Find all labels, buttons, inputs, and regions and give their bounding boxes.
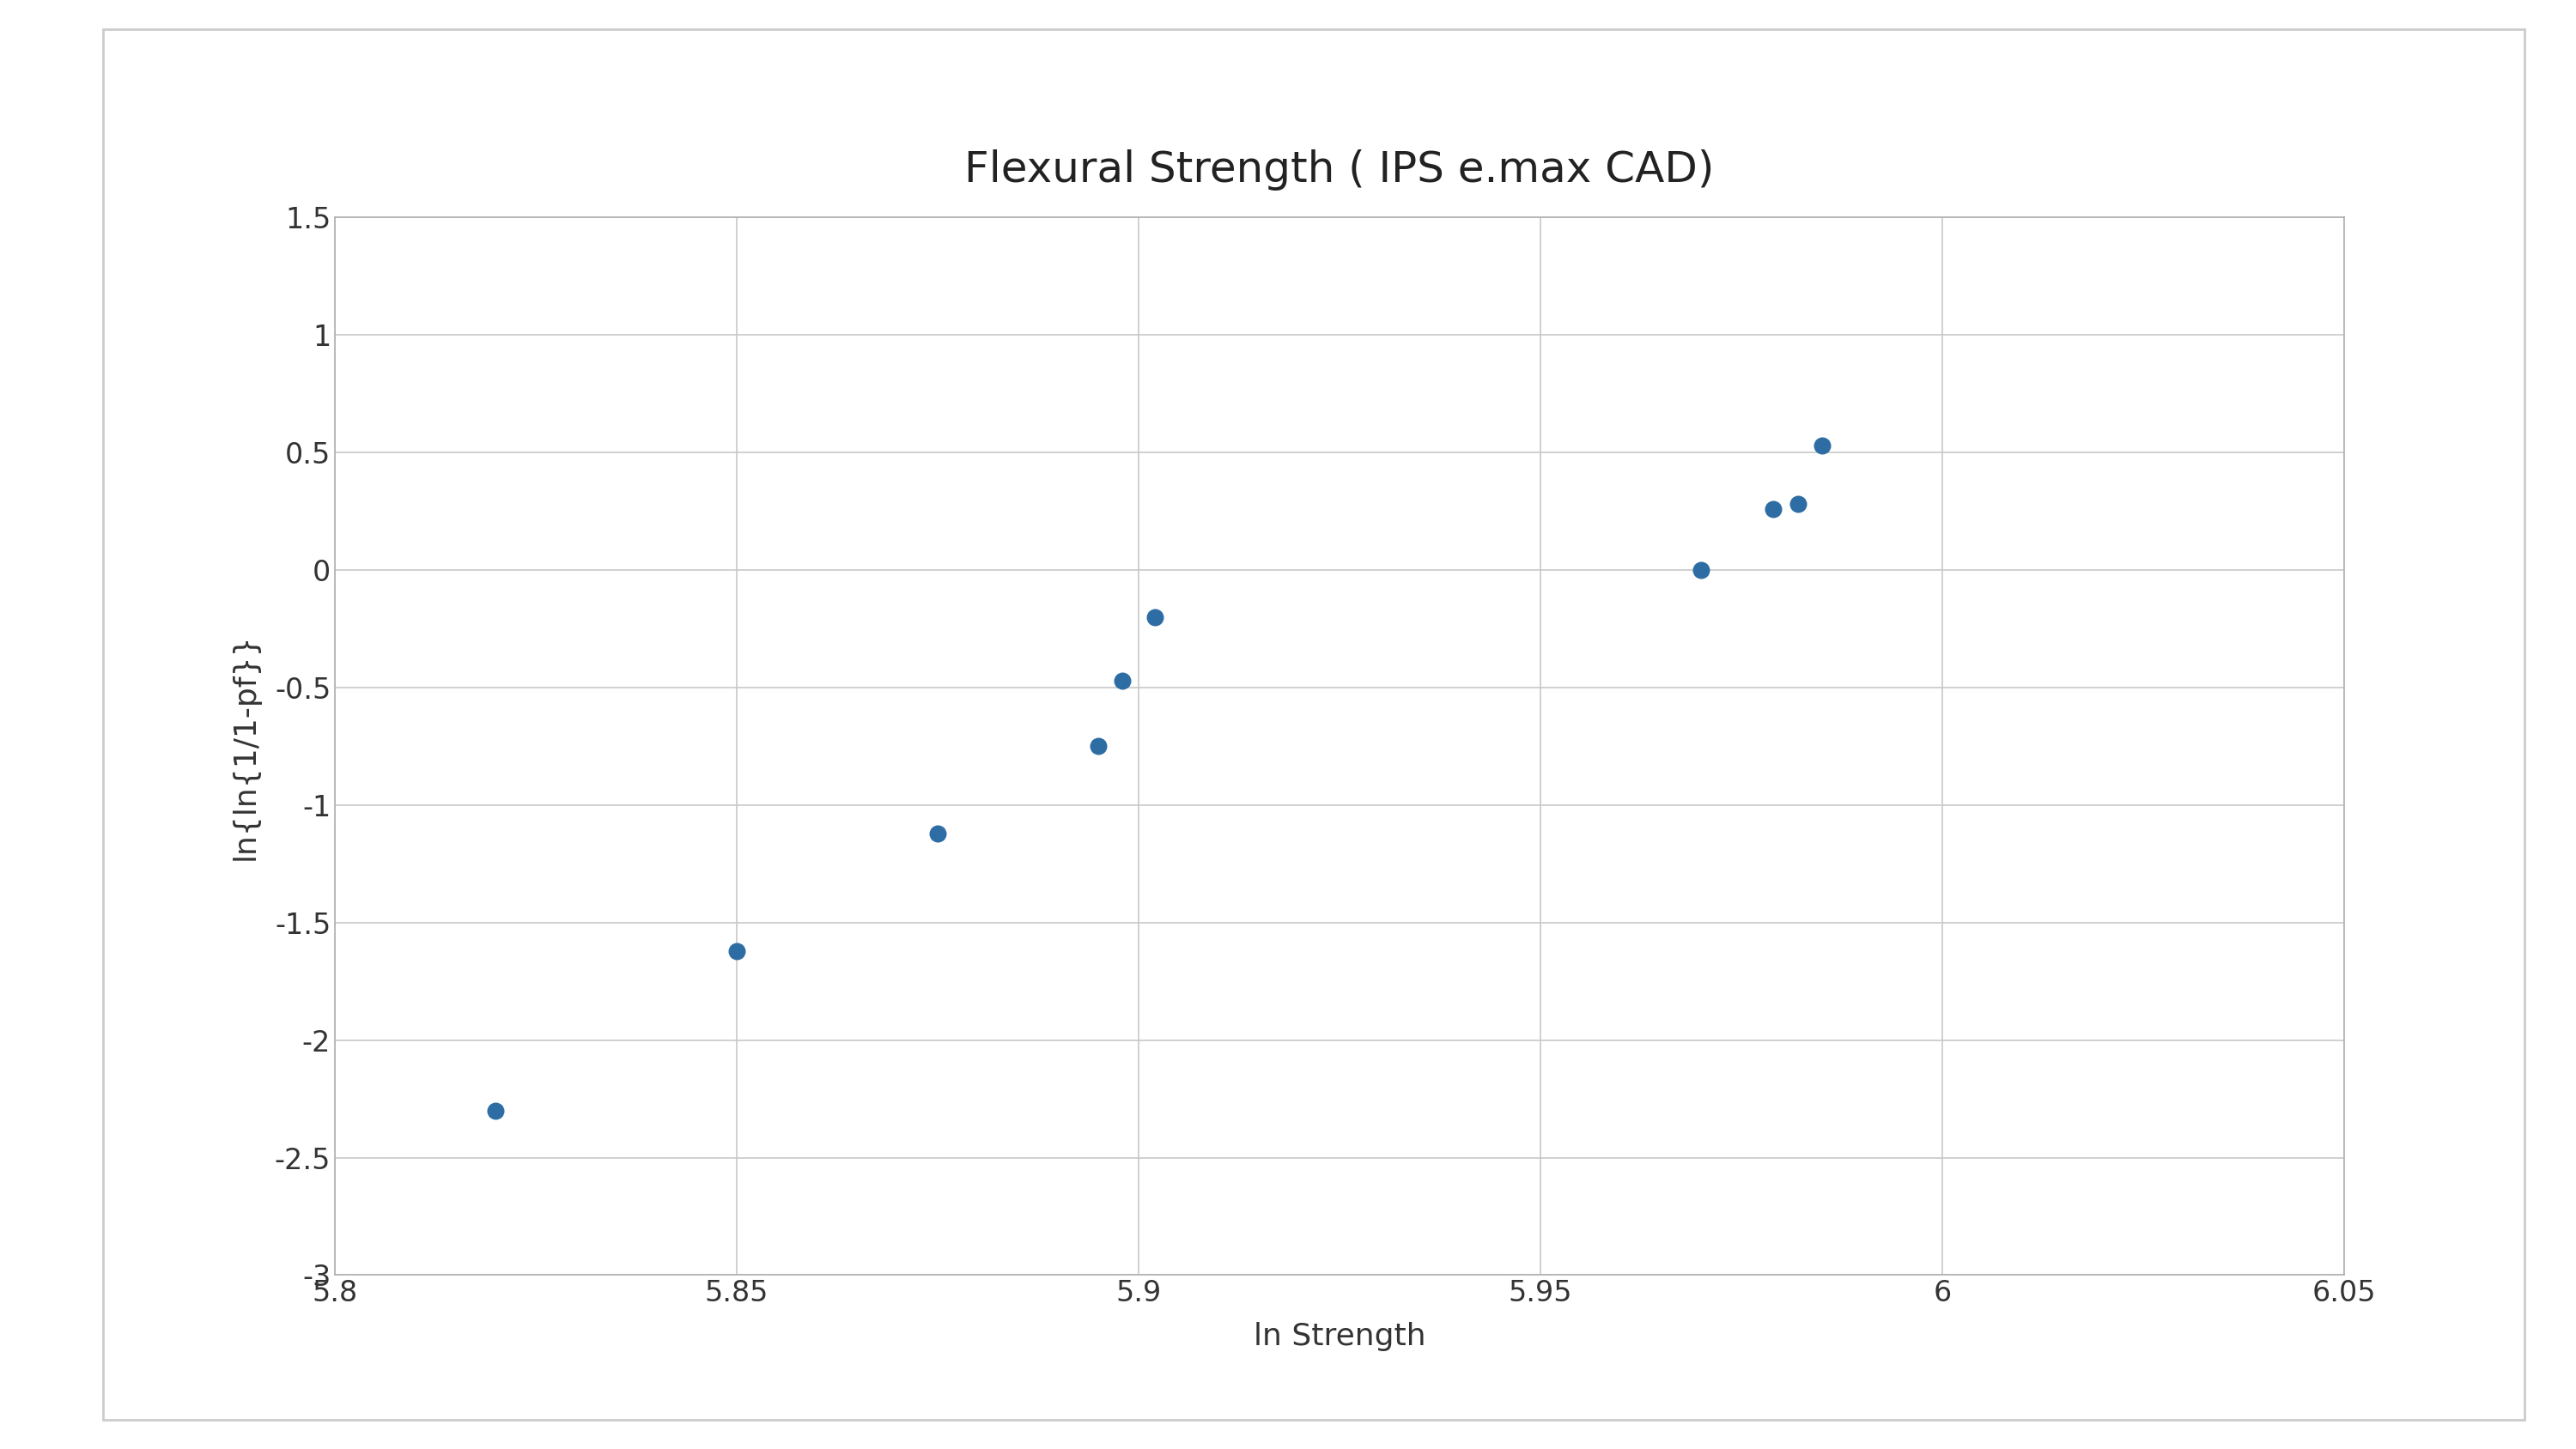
- Point: [1752, 497, 1793, 520]
- Point: [716, 939, 757, 962]
- Y-axis label: ln{ln{1/1-pf}}: ln{ln{1/1-pf}}: [232, 633, 260, 859]
- Point: [1133, 606, 1175, 629]
- Title: Flexural Strength ( IPS e.max CAD): Flexural Strength ( IPS e.max CAD): [963, 149, 1716, 190]
- Point: [474, 1098, 515, 1122]
- Point: [1777, 493, 1819, 516]
- Point: [917, 822, 958, 845]
- Point: [1680, 558, 1721, 581]
- Point: [1103, 669, 1144, 693]
- X-axis label: ln Strength: ln Strength: [1255, 1321, 1425, 1350]
- Point: [1801, 433, 1842, 456]
- Point: [1077, 735, 1118, 758]
